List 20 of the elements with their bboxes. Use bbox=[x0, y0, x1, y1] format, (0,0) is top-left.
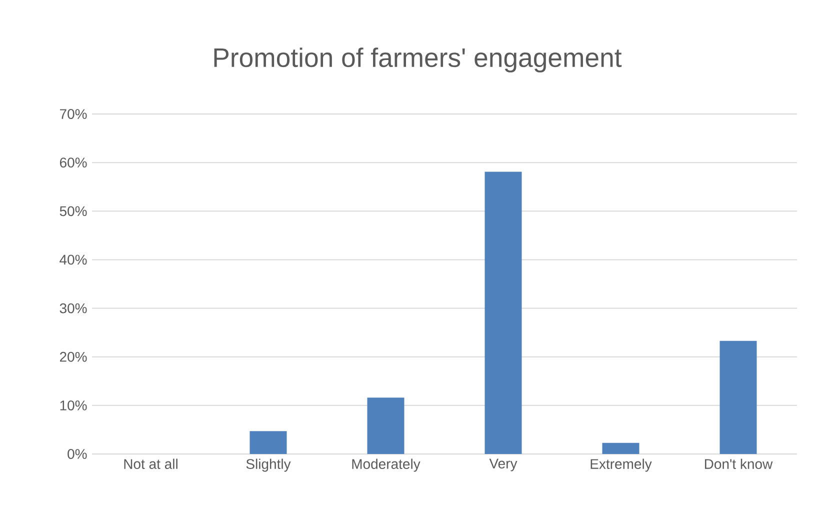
bar bbox=[250, 431, 287, 454]
y-tick-label: 20% bbox=[60, 352, 87, 362]
y-tick-label: 30% bbox=[60, 303, 87, 314]
x-tick-label: Slightly bbox=[246, 458, 291, 472]
x-tick-label: Not at all bbox=[124, 458, 178, 469]
x-tick-label: Very bbox=[489, 458, 518, 472]
bar bbox=[484, 172, 522, 454]
bar bbox=[367, 398, 404, 454]
bar bbox=[602, 442, 640, 454]
y-tick-label: 60% bbox=[60, 158, 87, 168]
x-tick-label: Moderately bbox=[352, 458, 420, 472]
chart-title: Promotion of farmers' engagement bbox=[214, 48, 622, 72]
x-tick-label: Don't know bbox=[704, 458, 773, 469]
y-tick-label: 70% bbox=[60, 109, 87, 119]
bar bbox=[720, 340, 757, 454]
y-tick-label: 40% bbox=[60, 254, 87, 265]
y-tick-label: 10% bbox=[60, 400, 87, 410]
x-tick-label: Extremely bbox=[590, 458, 652, 472]
y-tick-label: 50% bbox=[60, 206, 87, 216]
y-tick-label: 0% bbox=[68, 449, 87, 459]
